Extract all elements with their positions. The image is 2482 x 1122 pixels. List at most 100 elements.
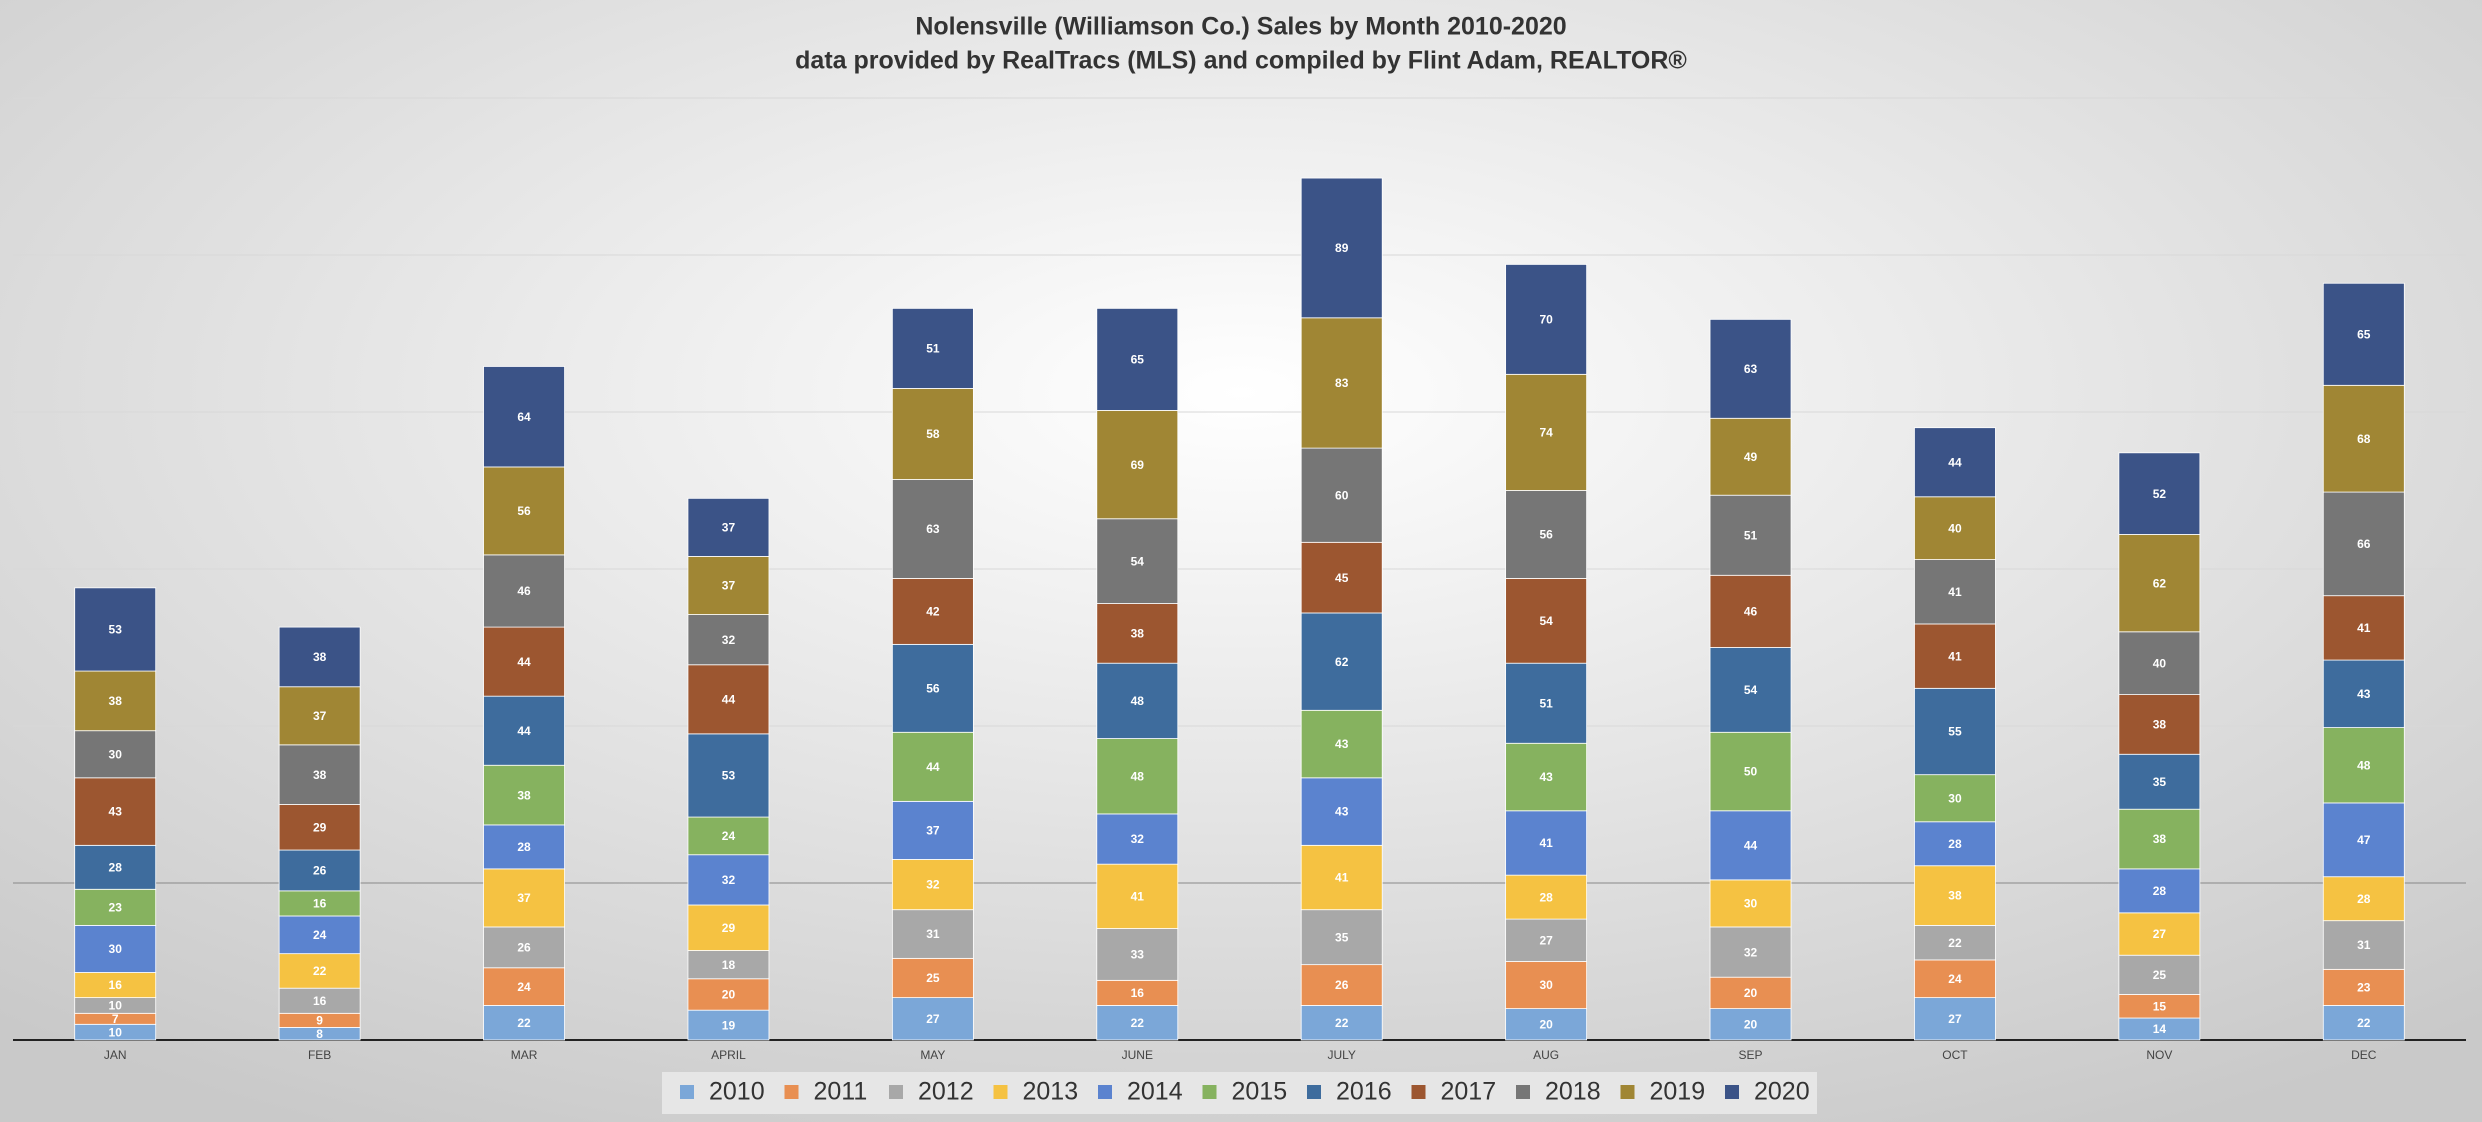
bar-segment: [1709, 494, 1792, 576]
bar-segment: [1300, 447, 1383, 543]
bar-segment: [1709, 1008, 1792, 1041]
bar-segment: [1096, 813, 1179, 865]
bar-segment: [2118, 534, 2201, 633]
x-tick-label: JAN: [104, 1048, 127, 1062]
data-label: 25: [926, 971, 940, 985]
bar-segment: [74, 670, 157, 732]
data-label: 54: [1744, 683, 1758, 697]
bar-segment: [891, 859, 974, 911]
bar-segment: [74, 730, 157, 779]
data-label: 35: [2153, 775, 2167, 789]
bar-segment: [1300, 909, 1383, 966]
bar-segment: [483, 554, 565, 628]
data-label: 54: [1131, 554, 1145, 568]
bar-segment: [278, 890, 361, 917]
data-label: 83: [1335, 376, 1349, 390]
bar-segment: [2322, 727, 2405, 804]
data-label: 29: [722, 921, 736, 935]
data-label: 55: [1948, 725, 1962, 739]
bar-segment: [891, 800, 974, 860]
bar-segment: [1096, 603, 1179, 664]
data-label: 53: [109, 623, 123, 637]
bar-segment: [278, 744, 361, 805]
data-label: 20: [722, 988, 736, 1002]
data-label: 16: [313, 994, 327, 1008]
legend-label: 2013: [1023, 1078, 1079, 1106]
x-tick-label: DEC: [2351, 1048, 2377, 1062]
bar-segment: [2118, 631, 2201, 695]
data-label: 30: [1744, 897, 1758, 911]
data-label: 53: [722, 769, 736, 783]
bar-segment: [1914, 623, 1996, 689]
bar-segment: [278, 915, 361, 955]
legend-label: 2020: [1754, 1078, 1810, 1106]
bar-segment: [483, 1005, 565, 1041]
data-label: 42: [926, 605, 940, 619]
data-label: 40: [1948, 521, 1962, 535]
x-tick-label: OCT: [1942, 1048, 1968, 1062]
bar-segment: [278, 987, 361, 1014]
data-label: 63: [926, 522, 940, 536]
data-label: 16: [313, 897, 327, 911]
bar-segment: [687, 664, 770, 735]
bar-segment: [1096, 863, 1179, 929]
bar-segment: [687, 816, 770, 856]
data-label: 22: [1131, 1016, 1145, 1030]
bar-segment: [2322, 1005, 2405, 1041]
data-label: 44: [722, 692, 736, 706]
data-label: 38: [2153, 832, 2167, 846]
bar-segment: [1709, 976, 1792, 1010]
bar-segment: [1914, 774, 1996, 823]
data-label: 41: [1948, 585, 1962, 599]
data-label: 23: [109, 901, 123, 915]
data-label: 70: [1539, 313, 1553, 327]
data-label: 62: [1335, 655, 1349, 669]
data-label: 30: [1539, 978, 1553, 992]
x-tick-label: SEP: [1739, 1048, 1763, 1062]
data-label: 22: [313, 964, 327, 978]
bar-segment: [1709, 731, 1792, 812]
data-label: 65: [1131, 353, 1145, 367]
bar-segment: [483, 366, 565, 468]
bar-segment: [1709, 926, 1792, 978]
bar-segment: [687, 1009, 770, 1041]
data-label: 32: [926, 878, 940, 892]
data-label: 49: [1744, 450, 1758, 464]
bar-segment: [891, 643, 974, 733]
bar-segment: [2118, 808, 2201, 870]
data-label: 25: [2153, 968, 2167, 982]
bar-segment: [1709, 810, 1792, 881]
bar-segment: [1300, 317, 1383, 449]
bar-segment: [2118, 954, 2201, 995]
bar-segment: [2322, 802, 2405, 878]
data-label: 8: [316, 1027, 323, 1041]
bar-segment: [1914, 559, 1996, 625]
data-label: 51: [926, 342, 940, 356]
bar-segment: [1300, 709, 1383, 779]
data-label: 38: [313, 768, 327, 782]
data-label: 38: [2153, 718, 2167, 732]
bar-segment: [2118, 694, 2201, 755]
bar-segment: [483, 824, 565, 870]
data-label: 44: [1948, 455, 1962, 469]
bar-segment: [1096, 307, 1179, 411]
legend-marker: [1620, 1085, 1635, 1099]
data-label: 16: [109, 978, 123, 992]
data-label: 69: [1131, 458, 1145, 472]
legend-label: 2014: [1127, 1078, 1183, 1106]
data-label: 27: [1948, 1012, 1962, 1026]
data-label: 58: [926, 427, 940, 441]
data-label: 64: [517, 410, 531, 424]
legend-label: 2010: [709, 1078, 765, 1106]
bar-segment: [278, 626, 361, 688]
data-label: 41: [1539, 836, 1553, 850]
data-label: 28: [109, 860, 123, 874]
data-label: 41: [1335, 871, 1349, 885]
legend-marker: [680, 1085, 694, 1099]
bar-segment: [687, 854, 770, 906]
legend-label: 2015: [1232, 1078, 1288, 1106]
bar-segment: [1709, 417, 1792, 496]
data-label: 30: [109, 747, 123, 761]
bar-segment: [2118, 868, 2201, 914]
data-label: 16: [1131, 986, 1145, 1000]
